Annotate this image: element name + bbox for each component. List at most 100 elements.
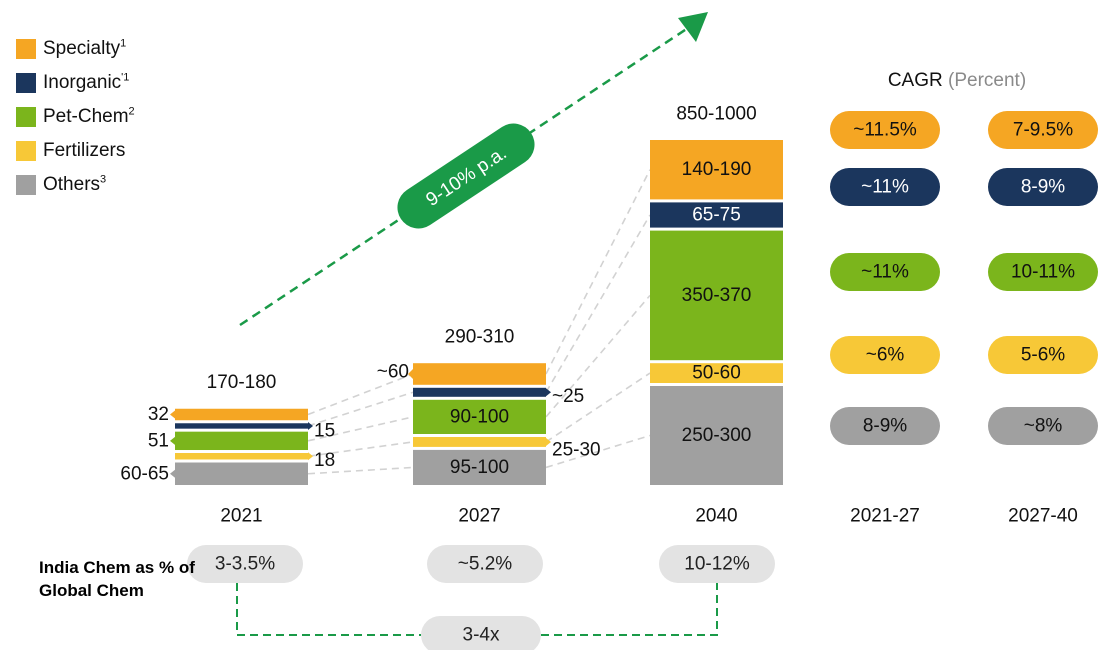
cagr-pill-others-2027-40 (988, 407, 1098, 445)
legend-swatch-others (16, 175, 36, 195)
cagr-pill-specialty-2021-27 (830, 111, 940, 149)
total-label-2027: 290-310 (445, 327, 515, 348)
bar-segment-fertilizers-2040 (650, 363, 783, 383)
legend-item-fertilizers: Fertilizers (16, 134, 135, 168)
connector-inorganic-2021-2027 (307, 391, 414, 427)
connector-specialty-2027-2040 (545, 169, 651, 375)
value-label-others-2027: 95-100 (450, 457, 509, 478)
legend-label-others: Others (43, 174, 101, 195)
growth-arrow-head (678, 12, 708, 42)
value-pointer-pet-chem-2021 (170, 436, 175, 445)
cagr-pill-pet-chem-2021-27 (830, 253, 940, 291)
cagr-value-specialty-2027-40: 7-9.5% (1013, 120, 1073, 141)
value-pointer-specialty-2021 (170, 410, 175, 419)
value-label-others-2040: 250-300 (682, 425, 752, 446)
legend-item-specialty: Specialty1 (16, 32, 135, 66)
cagr-value-specialty-2021-27: ~11.5% (853, 120, 917, 141)
category-label-2021: 2021 (220, 506, 262, 527)
legend-label-inorganic: Inorganic (43, 72, 122, 93)
cagr-value-fertilizers-2027-40: 5-6% (1021, 345, 1065, 366)
legend-note-pet-chem: 2 (128, 105, 135, 118)
cagr-period-label-2027-40: 2027-40 (1008, 506, 1078, 527)
legend-item-inorganic: Inorganic'1 (16, 66, 135, 100)
total-label-2040: 850-1000 (676, 104, 756, 125)
cagr-value-pet-chem-2021-27: ~11% (861, 262, 909, 283)
legend-note-others: 3 (100, 173, 107, 186)
value-pointer-inorganic-2021 (308, 421, 313, 430)
cagr-value-inorganic-2021-27: ~11% (861, 177, 909, 198)
value-pointer-specialty-2027 (408, 369, 413, 379)
legend-swatch-inorganic (16, 73, 36, 93)
legend-swatch-specialty (16, 39, 36, 59)
cagr-pill-fertilizers-2027-40 (988, 336, 1098, 374)
value-label-specialty-2027: ~60 (377, 362, 409, 383)
cagr-pill-specialty-2027-40 (988, 111, 1098, 149)
legend-swatch-fertilizers (16, 141, 36, 161)
cagr-period-label-2021-27: 2021-27 (850, 506, 920, 527)
connector-specialty-2021-2027 (307, 373, 414, 416)
bar-segment-specialty-2040 (650, 140, 783, 200)
value-label-specialty-2021: 32 (148, 404, 169, 425)
connector-pet-chem-2021-2027 (307, 416, 414, 442)
cagr-pill-inorganic-2021-27 (830, 168, 940, 206)
cagr-title-text: CAGR (888, 70, 948, 91)
category-label-2040: 2040 (695, 506, 737, 527)
india-share-value-2021: 3-3.5% (215, 554, 275, 575)
legend-swatch-pet-chem (16, 107, 36, 127)
total-label-2021: 170-180 (207, 372, 277, 393)
bar-segment-others-2027 (413, 449, 546, 485)
value-pointer-fertilizers-2021 (308, 452, 313, 461)
cagr-title: CAGR (Percent) (888, 70, 1026, 91)
bar-segment-fertilizers-2027 (413, 437, 546, 447)
legend-item-others: Others3 (16, 168, 135, 202)
legend-item-pet-chem: Pet-Chem2 (16, 100, 135, 134)
connector-fertilizers-2027-2040 (545, 372, 651, 443)
multiplier-pill (421, 616, 541, 650)
bar-segment-inorganic-2040 (650, 202, 783, 228)
india-share-pill-2027 (427, 545, 543, 583)
value-label-inorganic-2040: 65-75 (692, 205, 741, 226)
legend: Specialty1 Inorganic'1 Pet-Chem2 Fertili… (16, 32, 135, 202)
india-share-pill-2040 (659, 545, 775, 583)
cagr-unit: (Percent) (948, 70, 1026, 91)
india-chem-share-label: India Chem as % of Global Chem (39, 558, 195, 600)
cagr-value-fertilizers-2021-27: ~6% (866, 345, 905, 366)
value-pointer-inorganic-2027 (546, 388, 551, 397)
value-label-fertilizers-2021: 18 (314, 450, 335, 471)
legend-note-inorganic: '1 (121, 71, 130, 84)
bar-segment-specialty-2021 (175, 408, 308, 421)
value-label-fertilizers-2027: 25-30 (552, 439, 601, 460)
value-label-inorganic-2027: ~25 (552, 386, 584, 407)
legend-label-pet-chem: Pet-Chem (43, 106, 129, 127)
value-label-specialty-2040: 140-190 (682, 159, 752, 180)
bar-segment-inorganic-2021 (175, 423, 308, 429)
india-share-bracket (236, 583, 718, 636)
growth-rate-badge: 9-10% p.a. (397, 123, 535, 229)
india-share-pill-2021 (187, 545, 303, 583)
bar-segment-inorganic-2027 (413, 387, 546, 397)
legend-label-fertilizers: Fertilizers (43, 140, 126, 161)
value-label-pet-chem-2040: 350-370 (682, 285, 752, 306)
multiplier-value: 3-4x (463, 625, 500, 646)
value-label-others-2021: 60-65 (120, 463, 169, 484)
cagr-value-others-2027-40: ~8% (1024, 416, 1063, 437)
legend-note-specialty: 1 (120, 37, 127, 50)
bar-segment-pet-chem-2040 (650, 230, 783, 361)
connector-pet-chem-2027-2040 (545, 294, 651, 418)
value-pointer-fertilizers-2027 (546, 437, 551, 446)
bar-segment-others-2040 (650, 386, 783, 485)
bar-segment-fertilizers-2021 (175, 453, 308, 460)
category-label-2027: 2027 (458, 506, 500, 527)
india-share-value-2040: 10-12% (684, 554, 750, 575)
growth-rate-pill (397, 123, 535, 229)
cagr-pill-pet-chem-2027-40 (988, 253, 1098, 291)
value-label-pet-chem-2027: 90-100 (450, 406, 509, 427)
cagr-pill-others-2021-27 (830, 407, 940, 445)
value-label-pet-chem-2021: 51 (148, 430, 169, 451)
connector-others-2021-2027 (307, 466, 414, 475)
cagr-value-inorganic-2027-40: 8-9% (1021, 177, 1065, 198)
india-share-value-2027: ~5.2% (458, 554, 513, 575)
bar-segment-pet-chem-2021 (175, 431, 308, 451)
legend-label-specialty: Specialty (43, 38, 121, 59)
value-pointer-others-2021 (170, 469, 175, 478)
